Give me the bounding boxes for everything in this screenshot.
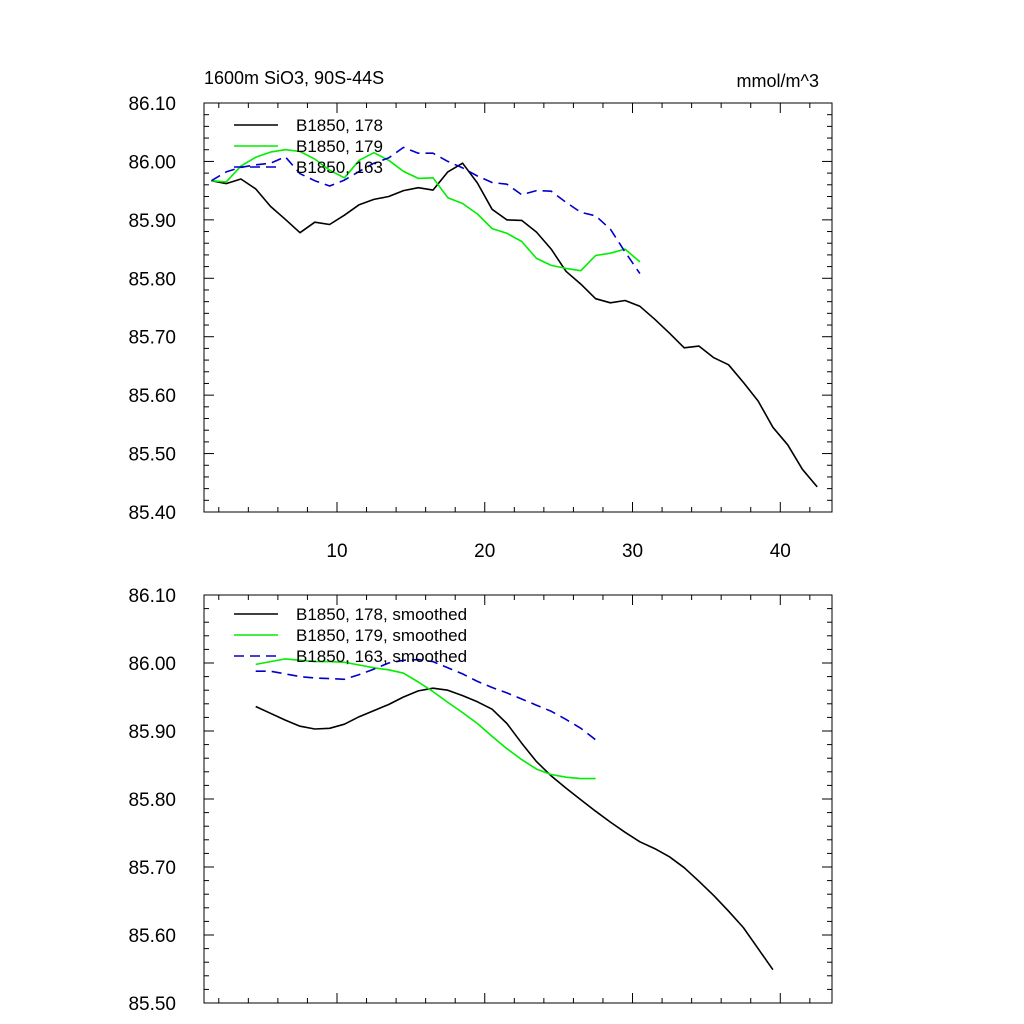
series-line-2 [255,658,597,741]
legend-label: B1850, 178, smoothed [296,605,467,624]
series-line-0 [255,687,774,971]
legend-label: B1850, 178 [296,116,383,135]
legend-label: B1850, 179, smoothed [296,626,467,645]
plot-frame [203,102,833,513]
y-tick-label: 86.00 [128,152,176,173]
x-tick-label: 20 [474,541,495,562]
legend-label: B1850, 163, smoothed [296,647,467,666]
y-tick-label: 85.70 [128,328,176,349]
top-panel: 1600m SiO3, 90S-44S mmol/m^3 85.40 85.50 8… [128,68,833,562]
y-tick-label: 86.00 [128,654,176,675]
x-tick-label: 40 [770,541,791,562]
y-tick-label: 85.90 [128,211,176,232]
top-panel-units: mmol/m^3 [737,71,819,91]
y-tick-label: 85.80 [128,269,176,290]
series-line-1 [211,148,641,272]
y-tick-label: 85.50 [128,994,176,1015]
x-tick-label: 10 [326,541,347,562]
x-tick-label: 30 [622,541,643,562]
series-line-1 [255,658,596,780]
legend-label: B1850, 163 [296,158,383,177]
y-tick-label: 85.40 [128,503,176,524]
y-tick-label: 85.60 [128,386,176,407]
top-panel-title: 1600m SiO3, 90S-44S [204,68,384,88]
bottom-panel: 85.50 85.60 85.70 85.80 85.90 86.00 86.10 B1850… [128,586,833,1015]
y-tick-label: 85.90 [128,722,176,743]
y-tick-label: 85.50 [128,445,176,466]
y-tick-label: 85.70 [128,858,176,879]
y-tick-label: 86.10 [128,94,176,115]
series-line-2 [210,146,641,275]
y-tick-label: 85.60 [128,926,176,947]
y-tick-label: 85.80 [128,790,176,811]
legend-label: B1850, 179 [296,137,383,156]
series-line-0 [211,162,818,488]
y-tick-label: 86.10 [128,586,176,607]
